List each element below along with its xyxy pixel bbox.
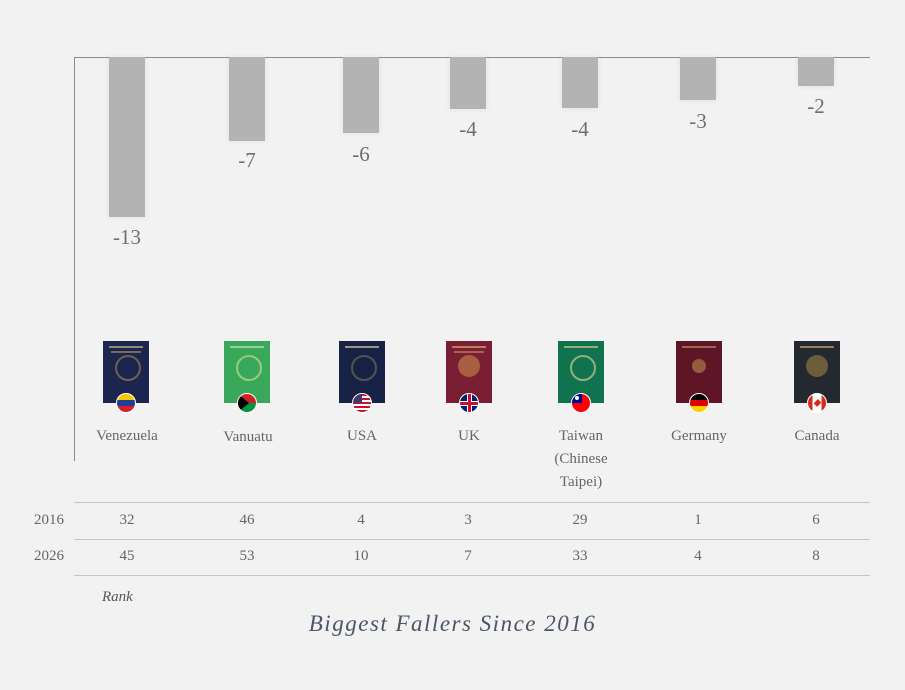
table-cell: 8 (812, 548, 820, 564)
country-label-germany: Germany (671, 428, 727, 444)
bar-value-label: -4 (571, 117, 589, 141)
vanuatu-passport-icon (224, 341, 270, 403)
table-cell: 33 (572, 548, 588, 564)
country-label-uk: UK (458, 428, 480, 444)
row-label: 2016 (34, 512, 64, 528)
country-label-line: Taiwan (559, 428, 603, 444)
row-label: 2026 (34, 548, 64, 564)
country-label-line: Taipei) (559, 474, 603, 490)
bar-value-label: -3 (689, 109, 707, 133)
bar-taiwan (562, 57, 598, 108)
uk-passport-icon (446, 341, 492, 403)
chart-title: Biggest Fallers Since 2016 (308, 611, 597, 636)
canada-flag-icon (807, 393, 827, 413)
table-divider (74, 575, 870, 576)
table-cell: 32 (119, 512, 135, 528)
germany-flag-icon (689, 393, 709, 413)
country-label-taiwan: Taiwan (Chinese Taipei) (526, 425, 636, 494)
bar-vanuatu (229, 57, 265, 141)
y-axis-line (74, 57, 75, 461)
table-cell: 45 (119, 548, 135, 564)
taiwan-flag-icon (571, 393, 591, 413)
table-cell: 4 (694, 548, 702, 564)
table-cell: 7 (464, 548, 472, 564)
bar-value-label: -7 (238, 148, 256, 172)
country-label-canada: Canada (794, 428, 840, 444)
bar-germany (680, 57, 716, 100)
table-cell: 46 (239, 512, 255, 528)
bar-value-label: -13 (113, 225, 141, 249)
rank-caption: Rank (102, 589, 133, 605)
country-label-line: (Chinese (554, 451, 608, 467)
country-label-vanuatu: Vanuatu (223, 429, 273, 445)
table-cell: 29 (572, 512, 588, 528)
usa-flag-icon (352, 393, 372, 413)
bar-value-label: -6 (352, 142, 370, 166)
usa-passport-icon (339, 341, 385, 403)
table-divider (74, 502, 870, 503)
country-label-venezuela: Venezuela (96, 428, 158, 444)
bar-value-label: -2 (807, 94, 825, 118)
table-divider (74, 539, 870, 540)
table-cell: 1 (694, 512, 702, 528)
canada-passport-icon (794, 341, 840, 403)
bar-uk (450, 57, 486, 109)
table-cell: 4 (357, 512, 365, 528)
bar-usa (343, 57, 379, 133)
bar-value-label: -4 (459, 117, 477, 141)
bar-canada (798, 57, 834, 86)
table-cell: 3 (464, 512, 472, 528)
table-cell: 10 (353, 548, 369, 564)
vanuatu-flag-icon (237, 393, 257, 413)
country-label-usa: USA (346, 428, 377, 444)
venezuela-flag-icon (116, 393, 136, 413)
germany-passport-icon (676, 341, 722, 403)
venezuela-passport-icon (103, 341, 149, 403)
taiwan-passport-icon (558, 341, 604, 403)
table-cell: 6 (812, 512, 820, 528)
table-cell: 53 (239, 548, 255, 564)
bar-venezuela (109, 57, 145, 217)
uk-flag-icon (459, 393, 479, 413)
